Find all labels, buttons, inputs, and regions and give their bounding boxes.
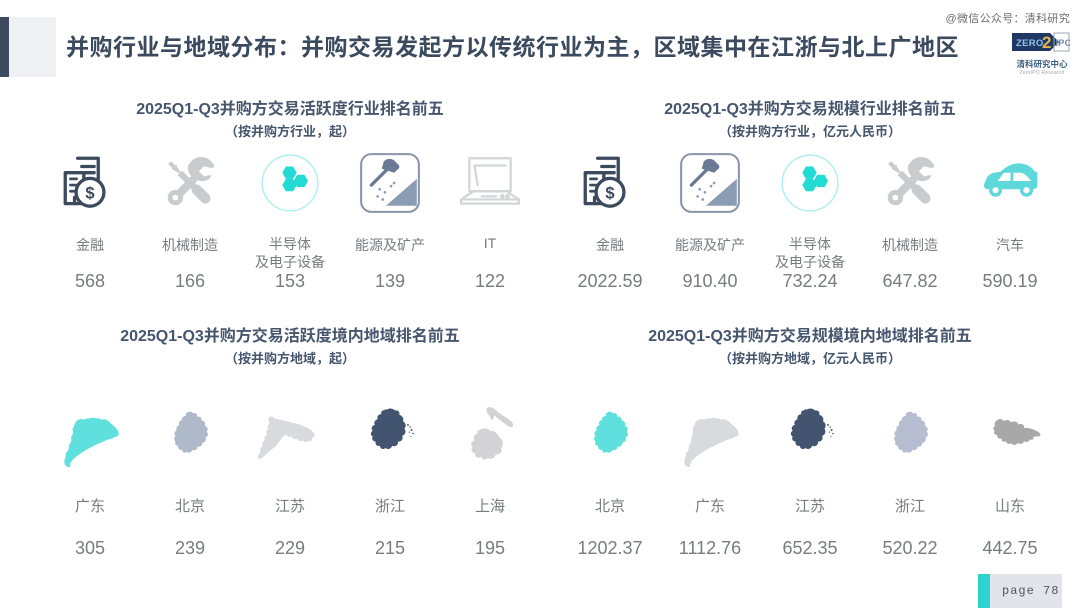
svg-text:IPO: IPO [1056, 38, 1071, 49]
svg-text:$: $ [85, 184, 94, 202]
svg-text:$: $ [605, 184, 614, 202]
svg-text:ZERO: ZERO [1016, 38, 1044, 49]
svg-text:2: 2 [1042, 33, 1051, 52]
